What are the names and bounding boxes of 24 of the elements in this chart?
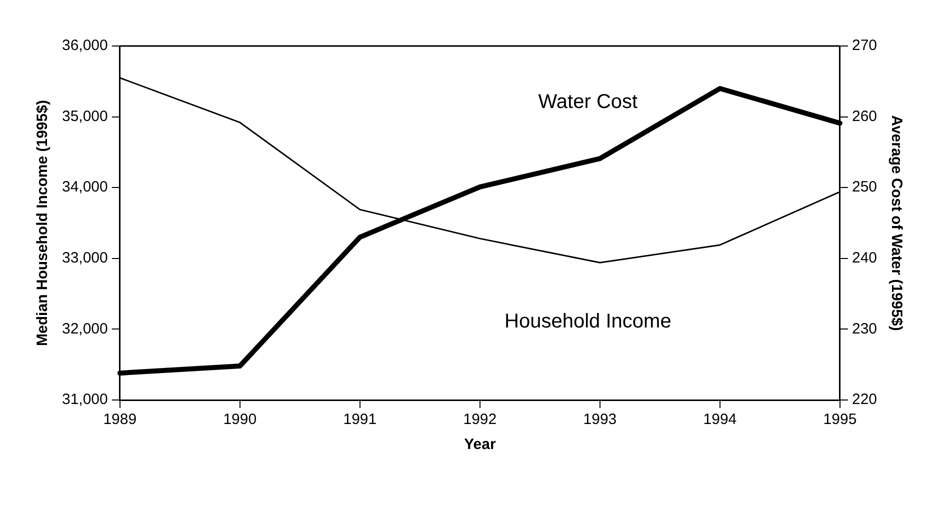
y2-tick-label: 260 xyxy=(852,108,878,125)
y-tick-label: 33,000 xyxy=(62,250,108,267)
x-tick-label: 1993 xyxy=(583,411,617,428)
text: Household Income xyxy=(504,310,672,333)
x-tick-label: 1992 xyxy=(463,411,497,428)
y-tick-label: 36,000 xyxy=(62,37,108,54)
x-tick-label: 1991 xyxy=(343,411,377,428)
x-tick-label: 1994 xyxy=(703,411,737,428)
y2-tick-label: 270 xyxy=(852,37,878,54)
series-label: Water Cost xyxy=(538,91,638,114)
x-tick-label: 1990 xyxy=(223,411,257,428)
y-tick-label: 34,000 xyxy=(62,178,108,196)
y2-tick-label: 230 xyxy=(852,320,878,338)
y-axis-title: Median Household Income (1995$) xyxy=(34,100,52,346)
x-axis-title: Year xyxy=(464,436,496,454)
y-tick-label: 31,000 xyxy=(62,391,108,408)
y2-tick-label: 220 xyxy=(852,391,878,408)
y2-tick-label: 250 xyxy=(852,178,878,196)
x-tick-label: 1989 xyxy=(103,411,137,428)
y2-tick-label: 240 xyxy=(852,250,878,267)
y-tick-label: 35,000 xyxy=(62,108,108,125)
y-tick-label: 32,000 xyxy=(62,320,108,338)
y2-axis-title: Average Cost of Water (1995$) xyxy=(888,115,905,331)
x-tick-label: 1995 xyxy=(823,411,857,428)
